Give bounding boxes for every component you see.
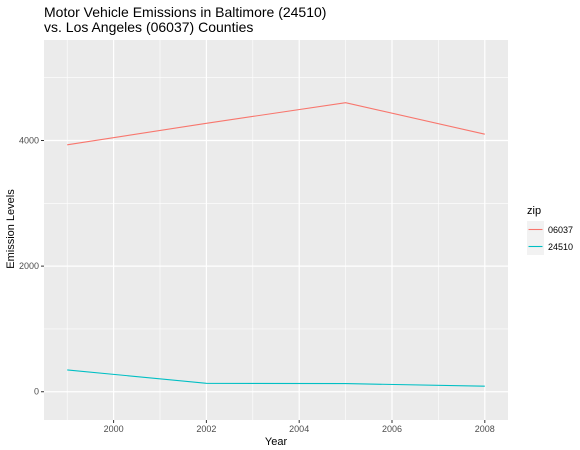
x-tick-label: 2006 xyxy=(382,424,402,434)
y-tick-label: 4000 xyxy=(19,135,39,145)
y-axis-ticks: 0 2000 4000 xyxy=(19,135,44,397)
legend: zip 06037 24510 xyxy=(527,205,573,255)
y-tick-label: 2000 xyxy=(19,261,39,271)
x-axis-title: Year xyxy=(265,436,288,448)
y-axis-title: Emission Levels xyxy=(5,189,17,269)
chart-subtitle: vs. Los Angeles (06037) Counties xyxy=(44,19,253,35)
y-tick-label: 0 xyxy=(34,387,39,397)
chart-title: Motor Vehicle Emissions in Baltimore (24… xyxy=(44,4,326,20)
x-tick-label: 2002 xyxy=(196,424,216,434)
minor-gridlines xyxy=(44,40,508,420)
series-line-24510 xyxy=(67,369,485,387)
x-tick-label: 2004 xyxy=(289,424,309,434)
series-line-06037 xyxy=(67,102,485,146)
legend-label-06037: 06037 xyxy=(548,225,573,235)
series-layer xyxy=(67,102,485,387)
major-gridlines xyxy=(44,40,508,420)
x-tick-label: 2000 xyxy=(104,424,124,434)
plot-panel xyxy=(44,40,508,420)
x-axis-ticks: 2000 2002 2004 2006 2008 xyxy=(104,420,495,434)
legend-label-24510: 24510 xyxy=(548,242,573,252)
legend-title: zip xyxy=(527,205,541,217)
x-tick-label: 2008 xyxy=(475,424,495,434)
